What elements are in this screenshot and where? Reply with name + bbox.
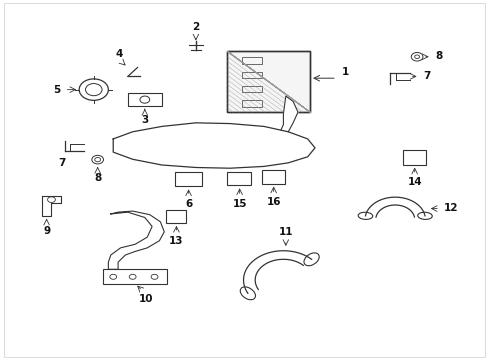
Text: 4: 4 (115, 49, 122, 59)
Text: 10: 10 (138, 294, 153, 303)
Bar (242, 58, 261, 64)
Text: 16: 16 (266, 197, 280, 207)
Polygon shape (365, 197, 424, 217)
Bar (242, 86, 261, 93)
Bar (261, 170, 285, 184)
Bar (127, 93, 162, 106)
Text: 15: 15 (232, 199, 246, 209)
Text: 11: 11 (278, 227, 292, 237)
Text: 8: 8 (94, 173, 101, 183)
Bar (242, 72, 261, 78)
Bar (242, 100, 261, 107)
Polygon shape (281, 96, 297, 132)
Text: 13: 13 (169, 236, 183, 246)
Text: 1: 1 (341, 67, 348, 77)
Text: 7: 7 (59, 158, 66, 168)
Text: 7: 7 (423, 71, 430, 81)
Polygon shape (243, 251, 311, 293)
Bar (103, 269, 166, 284)
Polygon shape (108, 211, 164, 269)
Text: 9: 9 (43, 226, 50, 236)
Polygon shape (113, 123, 314, 168)
Bar (175, 172, 201, 186)
Bar (227, 51, 309, 112)
Bar (227, 51, 309, 112)
Text: 12: 12 (443, 203, 457, 213)
Text: 14: 14 (407, 177, 421, 188)
Bar (227, 172, 250, 185)
Bar (402, 150, 425, 165)
Text: 2: 2 (192, 22, 199, 32)
Bar (165, 210, 186, 223)
Text: 3: 3 (141, 115, 148, 125)
Text: 6: 6 (184, 199, 192, 209)
Text: 8: 8 (435, 51, 442, 61)
Text: 5: 5 (53, 85, 61, 95)
Polygon shape (41, 196, 61, 216)
